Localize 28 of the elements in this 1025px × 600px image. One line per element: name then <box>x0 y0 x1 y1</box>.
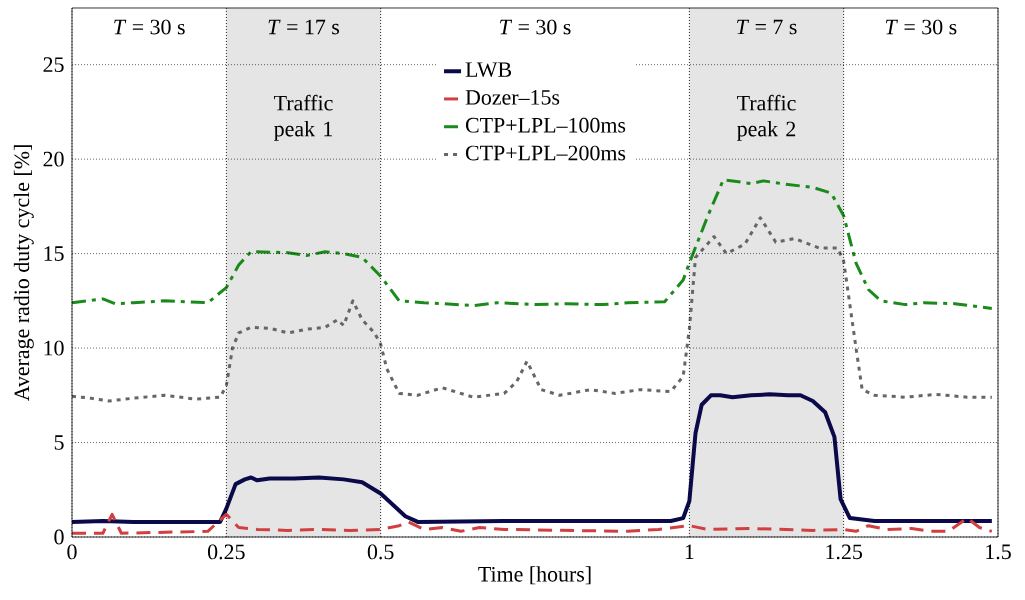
y-tick-label: 15 <box>44 246 64 261</box>
line-series <box>72 178 994 310</box>
y-tick-label: 20 <box>43 151 64 167</box>
x-tick-label: 0 <box>67 544 77 560</box>
annotation: T = 30 s <box>500 19 571 35</box>
legend-label: CTP+LPL–100ms <box>465 117 626 133</box>
line-series <box>72 392 994 524</box>
y-tick-label: 0 <box>54 529 64 545</box>
legend-label: Dozer–15s <box>465 90 560 105</box>
band-label: Traffic peak 2 <box>737 94 796 141</box>
x-tick-label: 0.25 <box>207 544 245 560</box>
y-tick-label: 10 <box>44 340 64 356</box>
y-axis-title: Average radio duty cycle [%] <box>13 145 34 402</box>
x-tick-label: 0.5 <box>367 544 394 560</box>
annotation: T = 17 s <box>268 19 340 35</box>
annotation: T = 30 s <box>885 19 957 35</box>
annotation: T = 30 s <box>114 19 185 35</box>
band-label: Traffic peak 1 <box>274 94 333 141</box>
x-tick-label: 1.5 <box>986 544 1011 560</box>
annotation: T = 7 s <box>737 19 797 35</box>
line-series <box>72 216 994 403</box>
legend-label: CTP+LPL–200ms <box>465 145 626 161</box>
x-tick-label: 1.25 <box>826 544 862 560</box>
legend-label: LWB <box>465 62 512 78</box>
y-tick-label: 25 <box>43 57 64 73</box>
x-axis-title: Time [hours] <box>478 566 591 585</box>
y-tick-label: 5 <box>54 435 64 450</box>
x-tick-label: 1 <box>685 544 694 559</box>
